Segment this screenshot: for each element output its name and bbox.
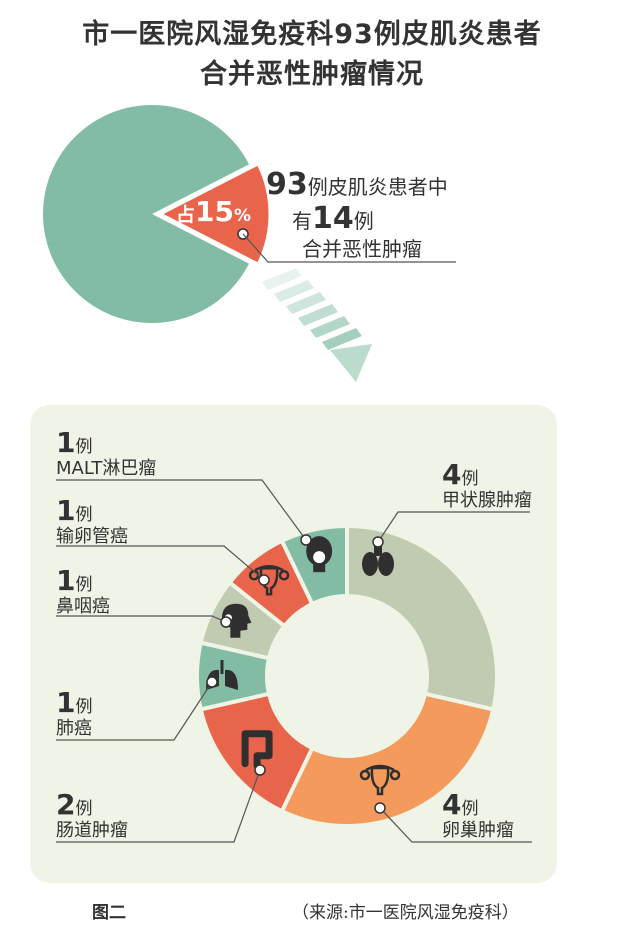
leader-dot-3 bbox=[206, 676, 218, 688]
title-line-1: 市一医院风湿免疫科93例皮肌炎患者 bbox=[82, 19, 542, 50]
donut-slice-1 bbox=[279, 691, 496, 828]
donut-label-count-3: 1例 bbox=[56, 686, 92, 719]
slice-percent-prefix: 占 bbox=[176, 203, 195, 226]
leader-dot-0 bbox=[372, 536, 384, 548]
donut-label-name-3: 肺癌 bbox=[56, 718, 92, 739]
donut-label-count-0: 4例 bbox=[442, 458, 478, 491]
donut-label-count-unit-1: 例 bbox=[461, 799, 478, 819]
donut-label-count-value-4: 1 bbox=[56, 564, 75, 597]
donut-label-name-2: 肠道肿瘤 bbox=[56, 820, 128, 841]
top-annotation-line-2-text: 例 bbox=[354, 209, 374, 233]
source-note: （来源:市一医院风湿免疫科） bbox=[292, 903, 519, 923]
donut-label-count-value-6: 1 bbox=[56, 426, 75, 459]
donut-label-count-unit-4: 例 bbox=[75, 575, 92, 595]
top-annotation-line-1: 93例皮肌炎患者中 bbox=[266, 167, 448, 202]
top-annotation-line-2-pre: 有 bbox=[292, 209, 312, 233]
donut-label-count-2: 2例 bbox=[56, 788, 92, 821]
donut-leader-lines bbox=[56, 479, 532, 843]
donut-label-name-4: 鼻咽癌 bbox=[56, 596, 110, 617]
slice-percent-label: 占15% bbox=[176, 195, 251, 228]
donut-label-name-1: 卵巢肿瘤 bbox=[442, 820, 514, 841]
leader-dot-1 bbox=[374, 802, 386, 814]
donut-label-count-value-1: 4 bbox=[442, 788, 461, 821]
donut-label-name-6: MALT淋巴瘤 bbox=[56, 458, 156, 479]
top-leader-line bbox=[242, 233, 456, 263]
donut-label-count-unit-0: 例 bbox=[461, 469, 478, 489]
donut-label-count-value-3: 1 bbox=[56, 686, 75, 719]
donut-label-count-value-2: 2 bbox=[56, 788, 75, 821]
donut-label-count-unit-2: 例 bbox=[75, 799, 92, 819]
leader-dot-6 bbox=[300, 534, 312, 546]
leader-line-2 bbox=[56, 769, 261, 843]
donut-labels: 4例甲状腺肿瘤4例卵巢肿瘤2例肠道肿瘤1例肺癌1例鼻咽癌1例输卵管癌1例MALT… bbox=[56, 426, 532, 841]
donut-label-name-0: 甲状腺肿瘤 bbox=[442, 490, 532, 511]
slice-percent-value: 15 bbox=[195, 195, 234, 228]
leader-line-5 bbox=[56, 545, 265, 581]
head-front-icon bbox=[306, 536, 333, 573]
top-annotation-line-1-text: 例皮肌炎患者中 bbox=[308, 175, 448, 199]
top-annotation-line-3: 合并恶性肿瘤 bbox=[302, 237, 422, 261]
leader-dot-4 bbox=[220, 616, 232, 628]
leader-line-3 bbox=[56, 681, 213, 741]
donut-label-count-unit-5: 例 bbox=[75, 505, 92, 525]
top-annotation-count: 14 bbox=[312, 201, 354, 236]
thyroid-icon bbox=[362, 546, 394, 576]
intestine-icon bbox=[241, 730, 273, 770]
donut-label-count-unit-6: 例 bbox=[75, 437, 92, 457]
donut-label-count-value-0: 4 bbox=[442, 458, 461, 491]
donut-label-name-5: 输卵管癌 bbox=[56, 526, 128, 547]
uterus-icon bbox=[359, 764, 401, 796]
top-annotation-total: 93 bbox=[266, 167, 308, 202]
donut-label-count-5: 1例 bbox=[56, 494, 92, 527]
leader-dot-5 bbox=[258, 574, 270, 586]
figure-label: 图二 bbox=[92, 903, 126, 923]
leader-line-6 bbox=[56, 479, 307, 541]
top-annotation-line-2: 有14例 bbox=[292, 201, 374, 236]
pie-slice-main bbox=[43, 105, 250, 323]
title-line-2: 合并恶性肿瘤情况 bbox=[200, 59, 424, 90]
donut-label-count-6: 1例 bbox=[56, 426, 92, 459]
slice-percent-unit: % bbox=[234, 206, 251, 226]
leader-dot-2 bbox=[254, 764, 266, 776]
donut-label-count-4: 1例 bbox=[56, 564, 92, 597]
donut-label-count-unit-3: 例 bbox=[75, 697, 92, 717]
leader-line-0 bbox=[377, 511, 530, 543]
donut-label-count-1: 4例 bbox=[442, 788, 478, 821]
donut-label-count-value-5: 1 bbox=[56, 494, 75, 527]
leader-line-1 bbox=[379, 807, 532, 843]
striped-arrow-decoration bbox=[262, 268, 372, 382]
